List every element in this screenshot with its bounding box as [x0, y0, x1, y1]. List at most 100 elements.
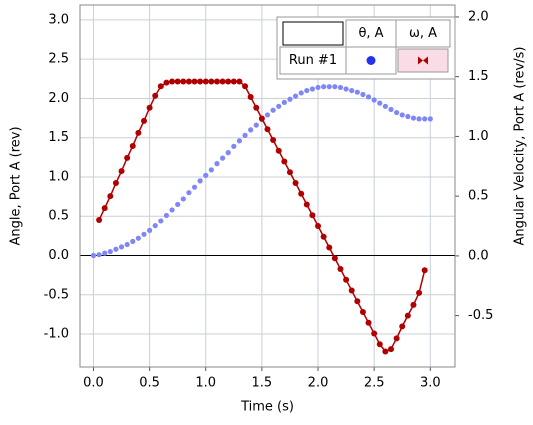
x-tick-label: 0.0 [83, 376, 104, 391]
x-tick-label: 3.0 [420, 376, 441, 391]
y-tick-label: -1.0 [44, 327, 69, 342]
data-point [191, 184, 198, 190]
y-tick-label: -0.5 [44, 287, 69, 302]
x-tick-label: 2.0 [308, 376, 329, 391]
data-point [410, 115, 417, 121]
data-point [427, 116, 433, 122]
data-point [141, 231, 147, 237]
data-point [152, 92, 159, 99]
data-point [185, 78, 192, 85]
x-tick-label: 1.0 [195, 376, 216, 391]
y-tick-label: 3.0 [48, 12, 69, 27]
data-point [124, 154, 131, 161]
data-point [393, 335, 400, 342]
legend-label: θ, A [358, 26, 383, 41]
x-tick-label: 0.5 [139, 376, 160, 391]
data-point [135, 129, 142, 136]
data-point [112, 180, 119, 187]
y2-tick-label: -0.5 [468, 308, 493, 323]
data-point [90, 252, 97, 259]
data-point [118, 244, 125, 250]
data-point [208, 167, 214, 173]
data-point [180, 78, 187, 85]
data-point [130, 238, 136, 244]
data-point [146, 104, 153, 111]
data-point [304, 87, 310, 94]
y-tick-label: 1.5 [48, 130, 69, 145]
data-point [404, 312, 411, 319]
y-axis-label: Angle, Port A (rev) [9, 126, 24, 245]
plot-frame [79, 4, 456, 368]
data-point [298, 190, 305, 197]
data-point [174, 78, 181, 85]
data-point [236, 78, 243, 85]
y2-tick-label: 0.0 [468, 248, 489, 263]
data-point [326, 244, 333, 251]
data-point [152, 223, 158, 229]
legend-swatch [366, 56, 376, 65]
data-point [287, 96, 293, 102]
data-point [270, 137, 277, 144]
data-point [230, 78, 237, 85]
y-tick-label: 2.0 [48, 91, 69, 106]
data-point [320, 233, 327, 240]
x-axis-label: Time (s) [240, 400, 294, 415]
data-point [337, 266, 344, 273]
data-point [349, 87, 355, 94]
data-point [405, 113, 411, 120]
data-point [354, 89, 360, 95]
data-point [248, 127, 254, 133]
data-point [292, 93, 299, 99]
data-point [309, 212, 316, 219]
data-point [157, 83, 164, 90]
data-point [219, 155, 226, 161]
data-point [292, 180, 299, 187]
data-point [147, 227, 153, 233]
data-point [197, 78, 204, 85]
data-point [388, 106, 394, 113]
data-point [416, 116, 422, 122]
data-point [394, 109, 400, 116]
data-point [343, 86, 349, 92]
data-point [377, 100, 383, 106]
data-point [135, 235, 141, 241]
data-point [219, 78, 226, 85]
legend-cell [282, 21, 344, 46]
data-point [303, 201, 310, 208]
data-point [371, 97, 377, 103]
data-point [107, 248, 113, 255]
data-point [286, 169, 293, 176]
data-point [315, 223, 322, 230]
data-point [129, 142, 136, 149]
data-point [113, 246, 119, 252]
y2-tick-label: 1.0 [468, 129, 489, 144]
data-point [118, 168, 125, 175]
data-point [124, 241, 130, 248]
data-point [163, 79, 170, 86]
data-point [242, 132, 248, 138]
data-point [96, 217, 103, 224]
y-tick-label: 0.5 [48, 209, 69, 224]
data-point [298, 90, 304, 96]
data-point [208, 78, 215, 85]
data-point [107, 193, 114, 200]
data-point [365, 94, 372, 100]
data-point [175, 201, 181, 208]
data-point [382, 348, 389, 355]
data-point [360, 91, 366, 98]
data-point [348, 287, 355, 294]
data-point [203, 172, 209, 178]
data-point [202, 78, 209, 85]
data-point [421, 267, 428, 274]
data-point [422, 116, 428, 122]
data-point [399, 112, 405, 118]
data-point [163, 212, 170, 219]
data-point [331, 255, 338, 262]
data-point [359, 309, 366, 316]
data-point [326, 84, 332, 90]
y2-tick-label: 0.5 [468, 189, 489, 204]
data-point [410, 301, 417, 308]
data-point [225, 78, 232, 85]
data-point [101, 205, 108, 212]
data-point [225, 150, 231, 156]
